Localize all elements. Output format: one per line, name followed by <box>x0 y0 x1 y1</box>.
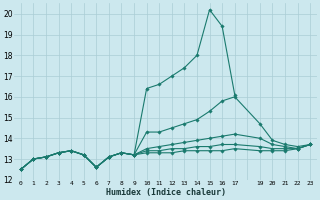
X-axis label: Humidex (Indice chaleur): Humidex (Indice chaleur) <box>106 188 226 197</box>
